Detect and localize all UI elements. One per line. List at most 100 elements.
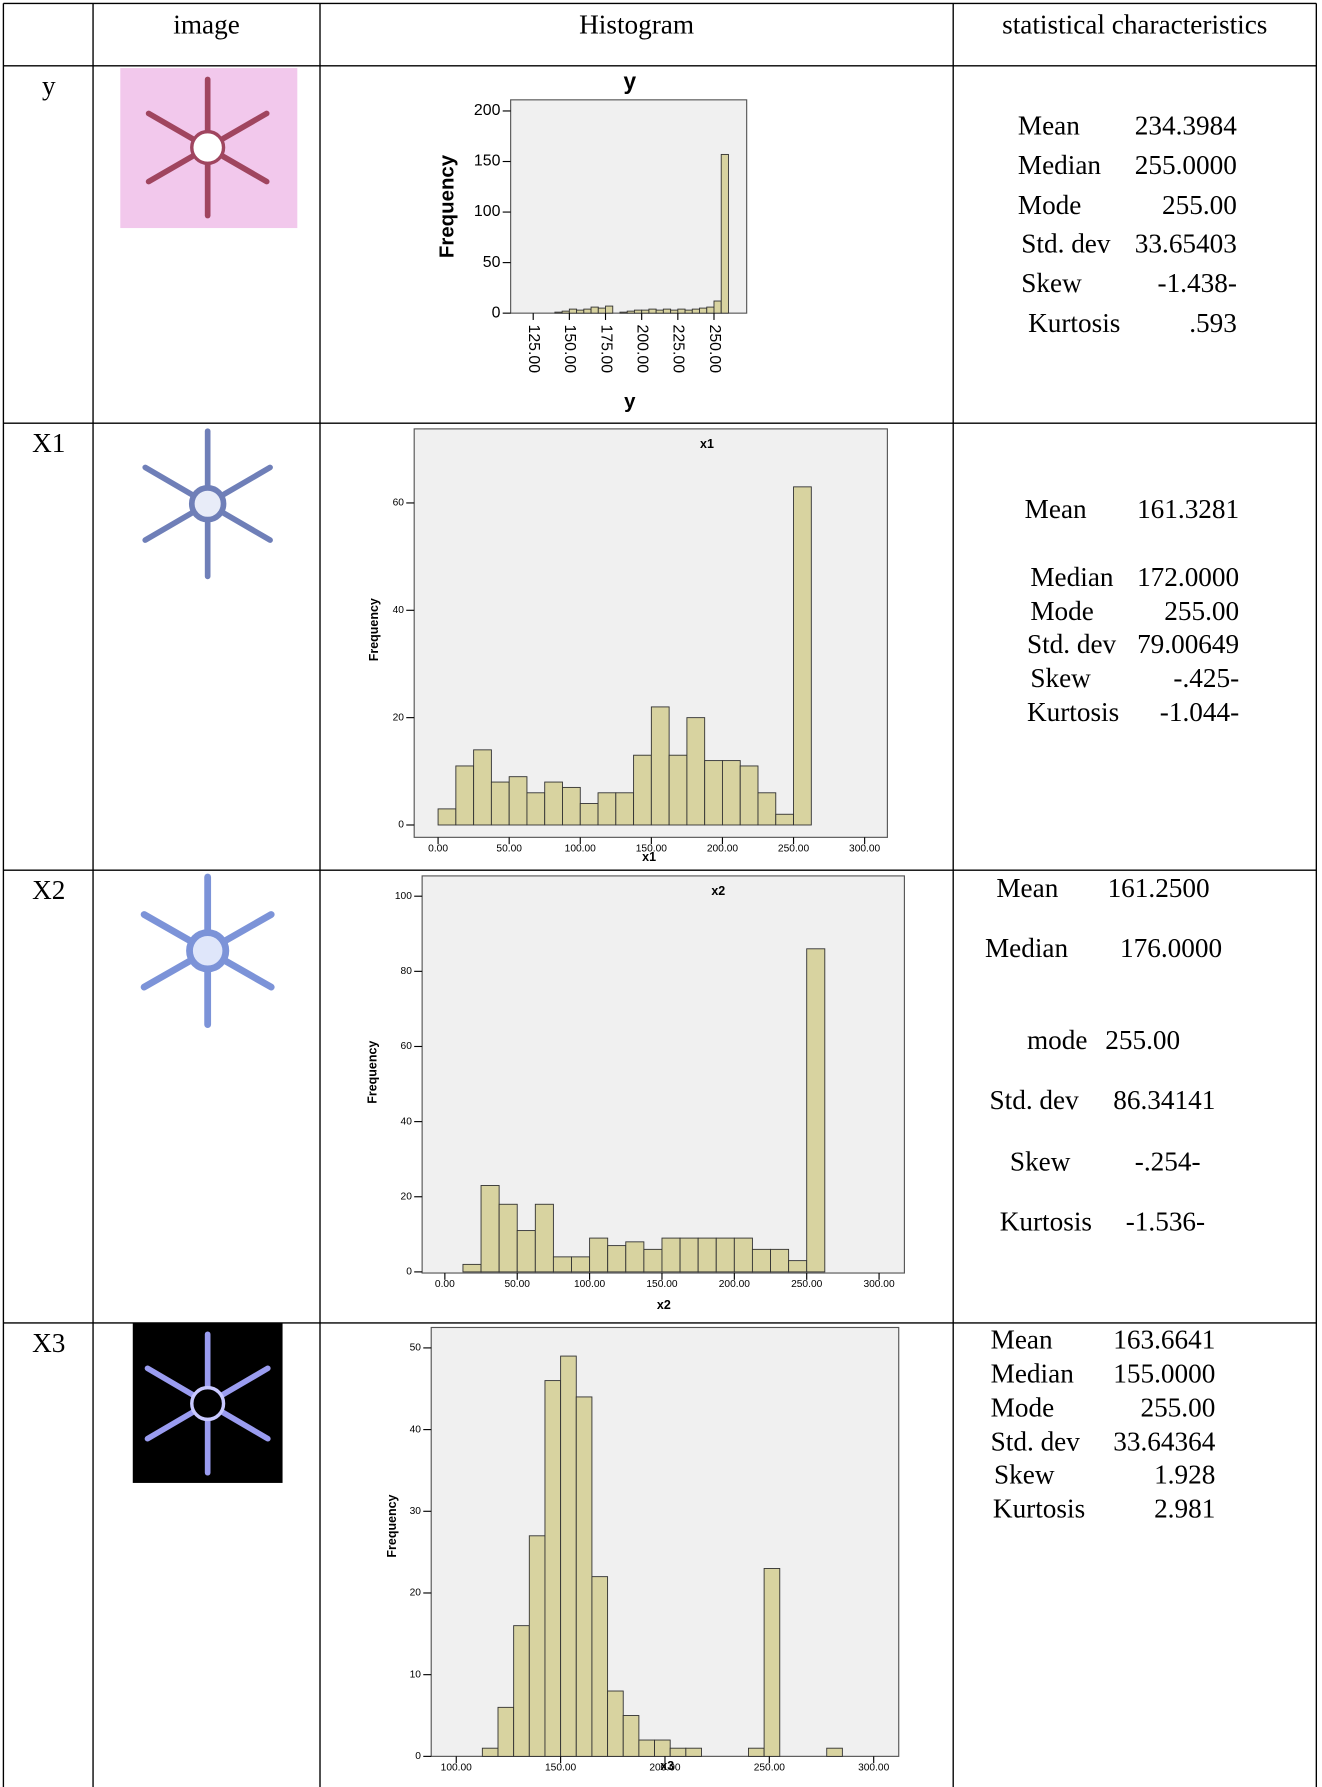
- bar: [561, 1356, 577, 1756]
- bar: [572, 1257, 590, 1272]
- y-tick-label: 40: [393, 605, 405, 616]
- bar: [517, 1231, 535, 1272]
- stat-label: Median: [1030, 562, 1114, 592]
- bar: [527, 793, 545, 825]
- stat-label: Skew: [1030, 663, 1091, 693]
- stat-value: 1.928: [1154, 1460, 1215, 1490]
- bar: [740, 766, 758, 825]
- stat-value: 161.2500: [1108, 873, 1210, 903]
- bar: [634, 310, 641, 313]
- bar: [598, 793, 616, 825]
- chart-title: y: [623, 68, 636, 94]
- y-tick-label: 60: [393, 498, 405, 509]
- document: imageHistogramstatistical characteristic…: [0, 0, 1322, 1787]
- chart-title: x2: [711, 884, 725, 898]
- y-tick-label: 0: [406, 1267, 412, 1278]
- bar: [535, 1204, 553, 1272]
- bar: [671, 310, 678, 313]
- row-label: y: [42, 71, 56, 101]
- bar: [555, 312, 562, 313]
- bar: [722, 761, 740, 825]
- x-tick-label: 100.00: [565, 843, 597, 854]
- bar: [776, 814, 794, 825]
- row-label: X3: [32, 1328, 65, 1358]
- bar: [626, 1242, 644, 1272]
- stat-label: Mean: [996, 873, 1058, 903]
- x-tick-label: 50.00: [496, 843, 522, 854]
- bar: [481, 1185, 499, 1271]
- y-tick-label: 200: [474, 102, 501, 119]
- y-tick-label: 100: [474, 203, 501, 220]
- bar: [669, 755, 687, 825]
- bar: [655, 1740, 671, 1756]
- bar: [545, 1381, 561, 1757]
- bar: [514, 1626, 530, 1757]
- bar: [644, 1249, 662, 1272]
- bar: [499, 1204, 517, 1272]
- bar: [608, 1691, 624, 1756]
- y-tick-label: 100: [395, 891, 412, 902]
- bar: [545, 782, 563, 825]
- stat-label: Kurtosis: [993, 1494, 1085, 1524]
- bar: [651, 707, 669, 825]
- x-tick-label: 0.00: [428, 843, 448, 854]
- x-tick-label: 50.00: [504, 1279, 530, 1290]
- chart-title: x1: [700, 437, 714, 451]
- bar: [700, 308, 707, 313]
- x-axis-label: y: [624, 391, 636, 413]
- bar: [482, 1748, 498, 1756]
- bar: [807, 949, 825, 1272]
- stat-label: Kurtosis: [1000, 1206, 1092, 1236]
- header-cell: Histogram: [579, 9, 694, 39]
- bar: [590, 1238, 608, 1272]
- row-label: X2: [32, 875, 65, 905]
- bar: [748, 1748, 764, 1756]
- stat-value: .593: [1189, 308, 1237, 338]
- bar: [758, 793, 776, 825]
- bar: [662, 1238, 680, 1272]
- y-axis-label: Frequency: [367, 598, 381, 661]
- stat-value: 255.00: [1162, 190, 1237, 220]
- bar: [642, 310, 649, 313]
- stat-label: Std. dev: [991, 1427, 1081, 1457]
- bar: [685, 310, 692, 313]
- y-tick-label: 50: [483, 254, 501, 271]
- x-tick-label: 250.00: [706, 324, 723, 373]
- bar: [714, 301, 721, 313]
- bar: [705, 761, 723, 825]
- x-tick-label: 250.00: [791, 1279, 823, 1290]
- x-tick-label: 150.00: [646, 1279, 678, 1290]
- y-tick-label: 20: [410, 1588, 422, 1599]
- row-label: X1: [32, 428, 65, 458]
- y-tick-label: 0: [398, 820, 404, 831]
- bar: [670, 1748, 686, 1756]
- stat-value: -1.438-: [1158, 268, 1237, 298]
- stat-value: 163.6641: [1113, 1324, 1215, 1354]
- x-tick-label: 100.00: [441, 1762, 473, 1773]
- bar: [680, 1238, 698, 1272]
- stat-label: Mode: [1030, 596, 1094, 626]
- stat-label: Mode: [1018, 190, 1082, 220]
- x-tick-label: 250.00: [778, 843, 810, 854]
- stat-label: Std. dev: [1027, 629, 1117, 659]
- y-tick-label: 40: [410, 1424, 422, 1435]
- image-y: [120, 68, 297, 228]
- x-tick-label: 0.00: [435, 1279, 455, 1290]
- stat-value: 79.00649: [1137, 629, 1239, 659]
- x-axis-label: x3: [660, 1759, 674, 1773]
- x-tick-label: 150.00: [561, 324, 578, 373]
- bar: [620, 312, 627, 313]
- stat-value: 255.00: [1164, 596, 1239, 626]
- bar: [707, 307, 714, 313]
- bar: [698, 1238, 716, 1272]
- stat-value: -1.044-: [1160, 697, 1239, 727]
- bar: [509, 777, 527, 825]
- stat-value: 155.0000: [1113, 1359, 1215, 1389]
- y-axis-label: Frequency: [385, 1494, 399, 1557]
- bar: [438, 809, 456, 825]
- stat-value: 2.981: [1154, 1494, 1215, 1524]
- bar: [663, 309, 670, 313]
- stat-label: Skew: [1010, 1146, 1071, 1176]
- x-tick-label: 125.00: [525, 324, 542, 373]
- bar: [752, 1249, 770, 1272]
